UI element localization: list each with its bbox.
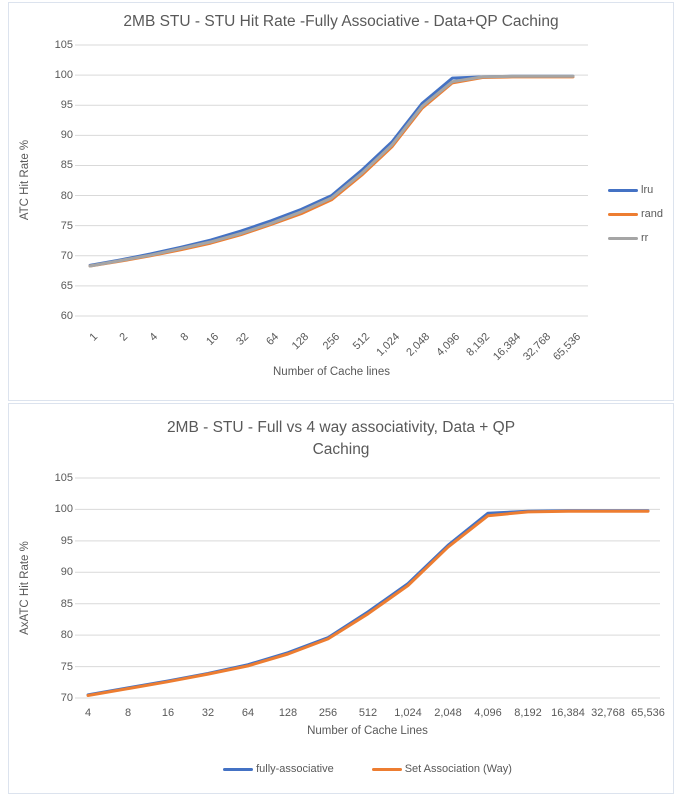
legend-swatch (608, 188, 638, 193)
y-axis-tick-label: 90 (60, 566, 73, 579)
x-axis-tick-label: 4 (84, 707, 92, 719)
y-axis-tick-label: 105 (54, 39, 73, 51)
chart0-plot-area (75, 44, 588, 317)
top-chart-legend: lru rand rr (608, 183, 663, 246)
bottom-chart-title-line-2: Caching (312, 441, 370, 458)
x-axis-tick-label: 128 (278, 707, 298, 719)
x-axis-tick-label: 65,536 (631, 707, 665, 719)
x-axis-tick-label: 64 (241, 707, 255, 719)
legend-item-set-association-way: Set Association (Way) (371, 762, 512, 777)
legend-label: lru (641, 184, 654, 196)
legend-item-rand: rand (608, 207, 663, 222)
x-axis-tick-label: 16 (161, 707, 175, 719)
y-axis-tick-label: 80 (60, 189, 73, 202)
bottom-chart-legend: fully-associative Set Association (Way) (75, 762, 660, 777)
y-axis-tick-label: 75 (60, 219, 73, 232)
y-axis-tick-label: 60 (60, 310, 73, 322)
legend-item-fully-associative: fully-associative (223, 762, 334, 777)
y-axis-tick-label: 105 (54, 472, 73, 484)
x-axis-tick-label: 256 (318, 707, 338, 719)
legend-item-rr: rr (608, 231, 663, 246)
top-chart-panel: 2MB STU - STU Hit Rate -Fully Associativ… (8, 2, 674, 401)
y-axis-tick-label: 80 (60, 629, 73, 642)
y-axis-tick-label: 70 (60, 692, 73, 704)
y-axis-tick-label: 90 (60, 129, 73, 142)
x-axis-tick-label: 1,024 (394, 707, 422, 719)
x-axis-tick-label: 8 (124, 707, 132, 719)
y-axis-tick-label: 75 (60, 660, 73, 673)
bottom-chart-panel: 2MB - STU - Full vs 4 way associativity,… (8, 403, 674, 794)
x-axis-tick-label: 16,384 (551, 707, 585, 719)
x-axis-tick-label: 512 (358, 707, 378, 719)
series-line-set-association-way (86, 509, 650, 697)
y-axis-tick-label: 95 (60, 99, 73, 112)
y-axis-tick-label: 95 (60, 534, 73, 547)
legend-swatch (608, 212, 638, 217)
top-chart-x-axis-title: Number of Cache lines (273, 366, 390, 378)
chart1-plot-area (75, 477, 660, 699)
legend-label: rr (641, 232, 649, 244)
series-line-lru (88, 74, 575, 267)
y-axis-tick-label: 65 (60, 279, 73, 292)
legend-label: fully-associative (256, 763, 334, 775)
bottom-chart-title: 2MB - STU - Full vs 4 way associativity,… (9, 417, 673, 461)
y-axis-tick-label: 100 (54, 69, 73, 82)
legend-swatch (223, 767, 254, 772)
series-line-fully-associative (86, 509, 650, 697)
x-axis-tick-label: 8,192 (514, 707, 542, 719)
legend-label: Set Association (Way) (404, 763, 512, 775)
top-chart-title: 2MB STU - STU Hit Rate -Fully Associativ… (123, 13, 559, 30)
legend-swatch (608, 236, 638, 241)
bottom-chart-x-axis-title: Number of Cache Lines (307, 725, 428, 737)
y-axis-tick-label: 100 (54, 503, 73, 516)
legend-label: rand (641, 208, 664, 220)
x-axis-tick-label: 2,048 (434, 707, 462, 719)
legend-item-lru: lru (608, 183, 663, 198)
x-axis-tick-label: 32 (201, 707, 215, 719)
y-axis-tick-label: 85 (60, 159, 73, 172)
x-axis-tick-label: 32,768 (591, 707, 625, 719)
bottom-chart-title-line-1: 2MB - STU - Full vs 4 way associativity,… (166, 419, 516, 436)
y-axis-tick-label: 85 (60, 597, 73, 610)
x-axis-tick-label: 4,096 (474, 707, 502, 719)
legend-swatch (371, 767, 402, 772)
y-axis-tick-label: 70 (60, 249, 73, 262)
series-line-rr (88, 74, 575, 268)
